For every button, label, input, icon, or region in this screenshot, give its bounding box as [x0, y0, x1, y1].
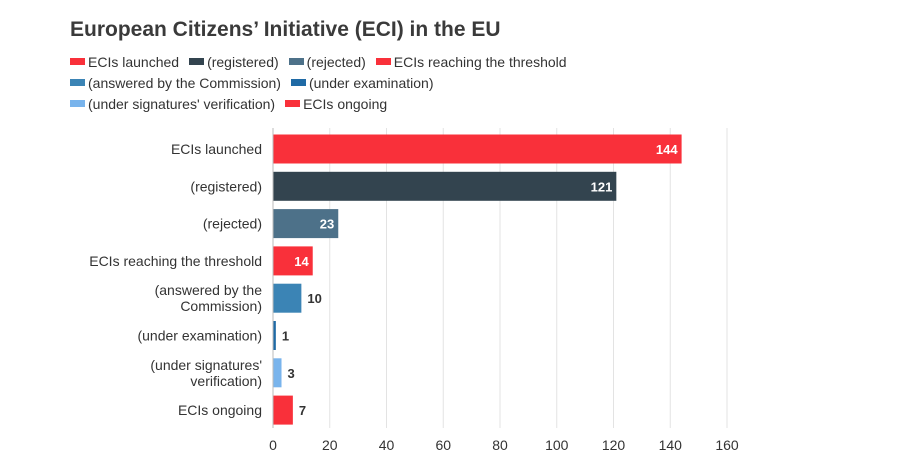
legend-label: ECIs ongoing	[303, 96, 388, 112]
chart-legend: ECIs launched (registered) (rejected) ECIs …	[70, 54, 670, 117]
bar	[273, 395, 293, 425]
legend-swatch	[70, 100, 85, 107]
category-label: (under signatures' verification)	[150, 357, 262, 389]
bar-value-label: 121	[591, 179, 613, 194]
legend-swatch	[70, 79, 85, 86]
x-tick-label: 120	[602, 437, 626, 453]
bar	[273, 358, 282, 388]
bar-value-label: 7	[299, 403, 306, 418]
bar	[273, 134, 682, 164]
bar-value-label: 10	[307, 291, 321, 306]
bar	[273, 321, 276, 350]
category-label: (under examination)	[137, 328, 262, 344]
legend-item: ECIs reaching the threshold	[375, 54, 567, 70]
x-tick-label: 100	[545, 437, 569, 453]
x-tick-label: 20	[322, 437, 338, 453]
legend-label: (under signatures' verification)	[88, 96, 276, 112]
x-tick-label: 140	[659, 437, 683, 453]
legend-item: ECIs ongoing	[285, 96, 387, 112]
legend-swatch	[189, 58, 205, 65]
legend-item: (under examination)	[290, 75, 434, 91]
bar	[273, 209, 339, 239]
legend-label: (registered)	[207, 54, 279, 70]
category-label: ECIs launched	[171, 141, 262, 157]
legend-swatch	[288, 58, 304, 65]
bar	[273, 246, 313, 276]
legend-item: (rejected)	[288, 54, 366, 70]
legend-swatch	[70, 58, 85, 65]
x-tick-label: 0	[269, 437, 277, 453]
legend-label: (rejected)	[306, 54, 366, 70]
bar	[273, 171, 617, 201]
chart-title: European Citizens’ Initiative (ECI) in t…	[70, 18, 501, 41]
legend-label: ECIs reaching the threshold	[393, 54, 567, 70]
legend-row: ECIs launched (registered) (rejected) ECIs …	[70, 54, 670, 75]
bar-value-label: 1	[282, 329, 289, 344]
bar	[273, 283, 302, 313]
category-label: (answered by the Commission)	[155, 282, 263, 314]
legend-label: (under examination)	[308, 75, 434, 91]
category-label: (rejected)	[203, 216, 262, 232]
legend-swatch	[375, 58, 391, 65]
x-tick-label: 40	[379, 437, 395, 453]
bar-value-label: 3	[288, 366, 295, 381]
legend-item: (under signatures' verification)	[70, 96, 275, 112]
category-label: (registered)	[190, 178, 262, 194]
legend-item: ECIs launched	[70, 54, 179, 70]
legend-item: (answered by the Commission)	[70, 75, 281, 91]
legend-swatch	[290, 79, 306, 86]
legend-row: (answered by the Commission) (under exami…	[70, 75, 670, 96]
legend-swatch	[285, 100, 301, 107]
x-tick-label: 80	[492, 437, 508, 453]
bar-value-label: 144	[656, 142, 678, 157]
legend-row: (under signatures' verification) ECIs ong…	[70, 96, 670, 117]
category-label: ECIs ongoing	[178, 402, 262, 418]
legend-label: (answered by the Commission)	[88, 75, 281, 91]
bar-value-label: 14	[294, 254, 309, 269]
x-tick-label: 160	[715, 437, 739, 453]
bar-value-label: 23	[320, 217, 334, 232]
legend-label: ECIs launched	[88, 54, 180, 70]
category-label: ECIs reaching the threshold	[89, 253, 262, 269]
legend-item: (registered)	[189, 54, 279, 70]
x-tick-label: 60	[435, 437, 451, 453]
